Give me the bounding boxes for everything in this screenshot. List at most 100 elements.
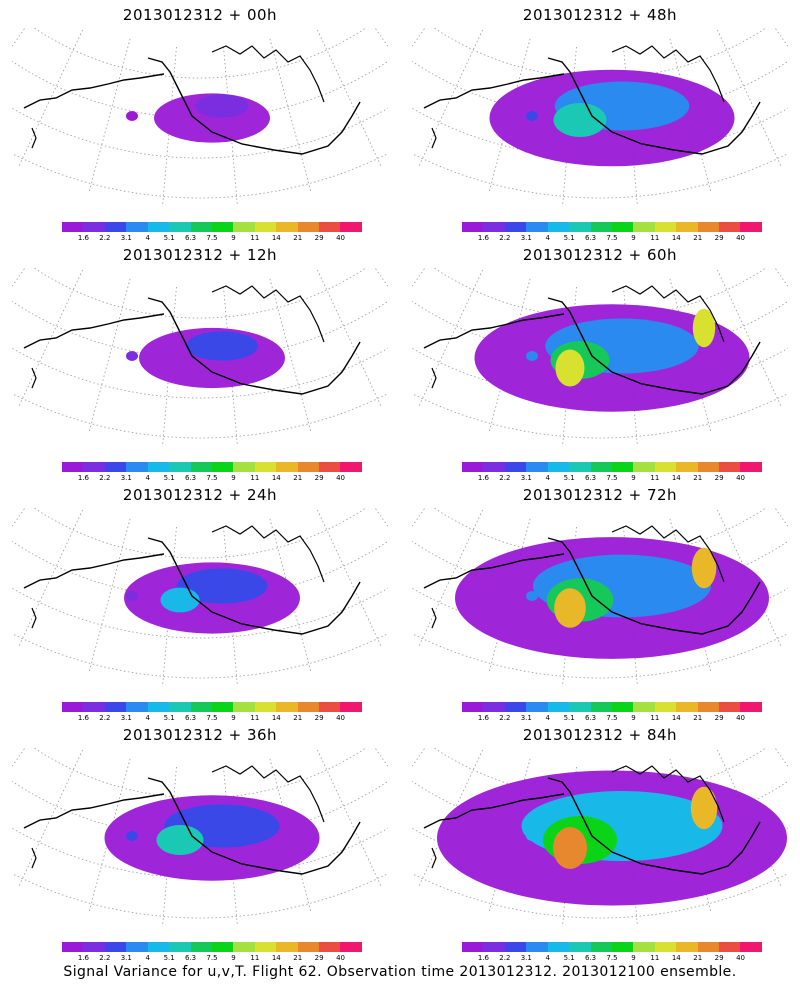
colorbar-tick-label: 1.6: [477, 234, 489, 242]
colorbar-swatch: [654, 702, 677, 712]
meridian-line: [269, 278, 312, 434]
colorbar-swatch: [526, 942, 548, 952]
colorbar-tick-label: 40: [736, 714, 746, 722]
colorbar-tick-label: 29: [314, 954, 324, 962]
island-coastline: [611, 285, 725, 343]
colorbar-swatch: [504, 222, 527, 232]
colorbar-swatch: [697, 222, 720, 232]
colorbar-tick-label: 29: [314, 714, 324, 722]
colorbar-swatch: [611, 702, 634, 712]
island-coastline: [611, 45, 725, 103]
colorbar-swatch: [233, 462, 255, 472]
colorbar-swatch: [569, 702, 591, 712]
colorbar-swatch: [126, 462, 148, 472]
forecast-panel: 2013012312 + 84h 1.6 2.2 3.1 4 5.1 6.3 7.5 9 11 14…: [400, 720, 800, 962]
variance-region: [526, 591, 538, 601]
colorbar-tick-label: 21: [693, 954, 703, 962]
colorbar-tick-label: 9: [631, 714, 636, 722]
colorbar-tick-label: 29: [714, 474, 724, 482]
meridian-line: [562, 46, 577, 207]
variance-region: [126, 831, 138, 841]
colorbar-swatch: [319, 942, 341, 952]
island-coastline: [31, 847, 37, 869]
meridian-line: [417, 28, 484, 168]
meridian-line: [12, 268, 26, 288]
colorbar-swatch: [276, 222, 298, 232]
colorbar-swatch: [483, 942, 505, 952]
latitude-circle: [412, 153, 788, 199]
island-coastline: [611, 765, 725, 823]
colorbar-tick-label: 3.1: [120, 954, 132, 962]
colorbar-swatch: [104, 702, 127, 712]
colorbar-swatch: [697, 702, 720, 712]
colorbar: [62, 702, 362, 712]
colorbar-tick-label: 21: [293, 234, 303, 242]
forecast-panel: 2013012312 + 36h 1.6 2.2 3.1 4 5.1 6.3 7.5 9 11 14…: [0, 720, 400, 962]
meridian-line: [374, 508, 388, 528]
colorbar-tick-label: 5.1: [163, 714, 175, 722]
colorbar-swatch: [297, 462, 320, 472]
colorbar-tick-label: 1.6: [477, 714, 489, 722]
variance-region: [553, 827, 587, 869]
colorbar-tick-label: 40: [736, 234, 746, 242]
latitude-circle: [12, 393, 388, 439]
colorbar-tick-label: 7.5: [606, 474, 618, 482]
variance-region: [553, 103, 607, 137]
colorbar: [462, 462, 762, 472]
colorbar-swatch: [462, 942, 484, 952]
latitude-circle: [33, 268, 367, 319]
variance-region: [690, 786, 718, 830]
variance-map: [412, 748, 788, 927]
meridian-line: [316, 28, 383, 168]
colorbar-swatch: [62, 702, 84, 712]
colorbar-swatch: [211, 702, 234, 712]
colorbar-ticks: 1.6 2.2 3.1 4 5.1 6.3 7.5 9 11 14 21 29 40: [462, 474, 762, 484]
variance-region: [554, 588, 586, 628]
colorbar-swatch: [676, 942, 698, 952]
colorbar-swatch: [83, 222, 105, 232]
colorbar-swatch: [340, 222, 362, 232]
colorbar-tick-label: 2.2: [99, 714, 111, 722]
colorbar-swatch: [633, 462, 655, 472]
coastline: [547, 537, 761, 635]
meridian-line: [412, 508, 426, 528]
meridian-line: [162, 286, 177, 447]
colorbar-swatch: [211, 222, 234, 232]
colorbar-tick-label: 7.5: [206, 234, 218, 242]
colorbar-swatch: [340, 462, 362, 472]
colorbar-tick-label: 4: [145, 234, 150, 242]
meridian-line: [17, 268, 84, 408]
colorbar-swatch: [504, 702, 527, 712]
colorbar-tick-label: 40: [336, 474, 346, 482]
meridian-line: [374, 28, 388, 48]
colorbar-swatch: [83, 942, 105, 952]
colorbar-swatch: [654, 462, 677, 472]
panel-title: 2013012312 + 36h: [122, 726, 278, 744]
meridian-line: [162, 526, 177, 687]
meridian-line: [223, 286, 238, 447]
colorbar-swatch: [104, 222, 127, 232]
colorbar-tick-label: 40: [736, 474, 746, 482]
colorbar-ticks: 1.6 2.2 3.1 4 5.1 6.3 7.5 9 11 14 21 29 40: [62, 714, 362, 724]
meridian-line: [12, 28, 26, 48]
colorbar-tick-label: 14: [671, 474, 681, 482]
colorbar: [62, 942, 362, 952]
colorbar-swatch: [147, 222, 170, 232]
colorbar-swatch: [719, 702, 741, 712]
colorbar-tick-label: 29: [714, 234, 724, 242]
panel-title: 2013012312 + 84h: [522, 726, 678, 744]
meridian-line: [269, 38, 312, 194]
coastline: [147, 537, 361, 635]
colorbar-tick-label: 5.1: [563, 954, 575, 962]
island-coastline: [211, 765, 325, 823]
island-coastline: [431, 847, 437, 869]
colorbar-ticks: 1.6 2.2 3.1 4 5.1 6.3 7.5 9 11 14 21 29 40: [62, 954, 362, 964]
colorbar-swatch: [297, 222, 320, 232]
colorbar-tick-label: 11: [250, 714, 260, 722]
meridian-line: [417, 748, 484, 888]
colorbar-tick-label: 6.3: [184, 234, 197, 242]
colorbar-swatch: [633, 222, 655, 232]
meridian-line: [562, 526, 577, 687]
meridian-line: [162, 766, 177, 927]
colorbar-swatch: [126, 222, 148, 232]
